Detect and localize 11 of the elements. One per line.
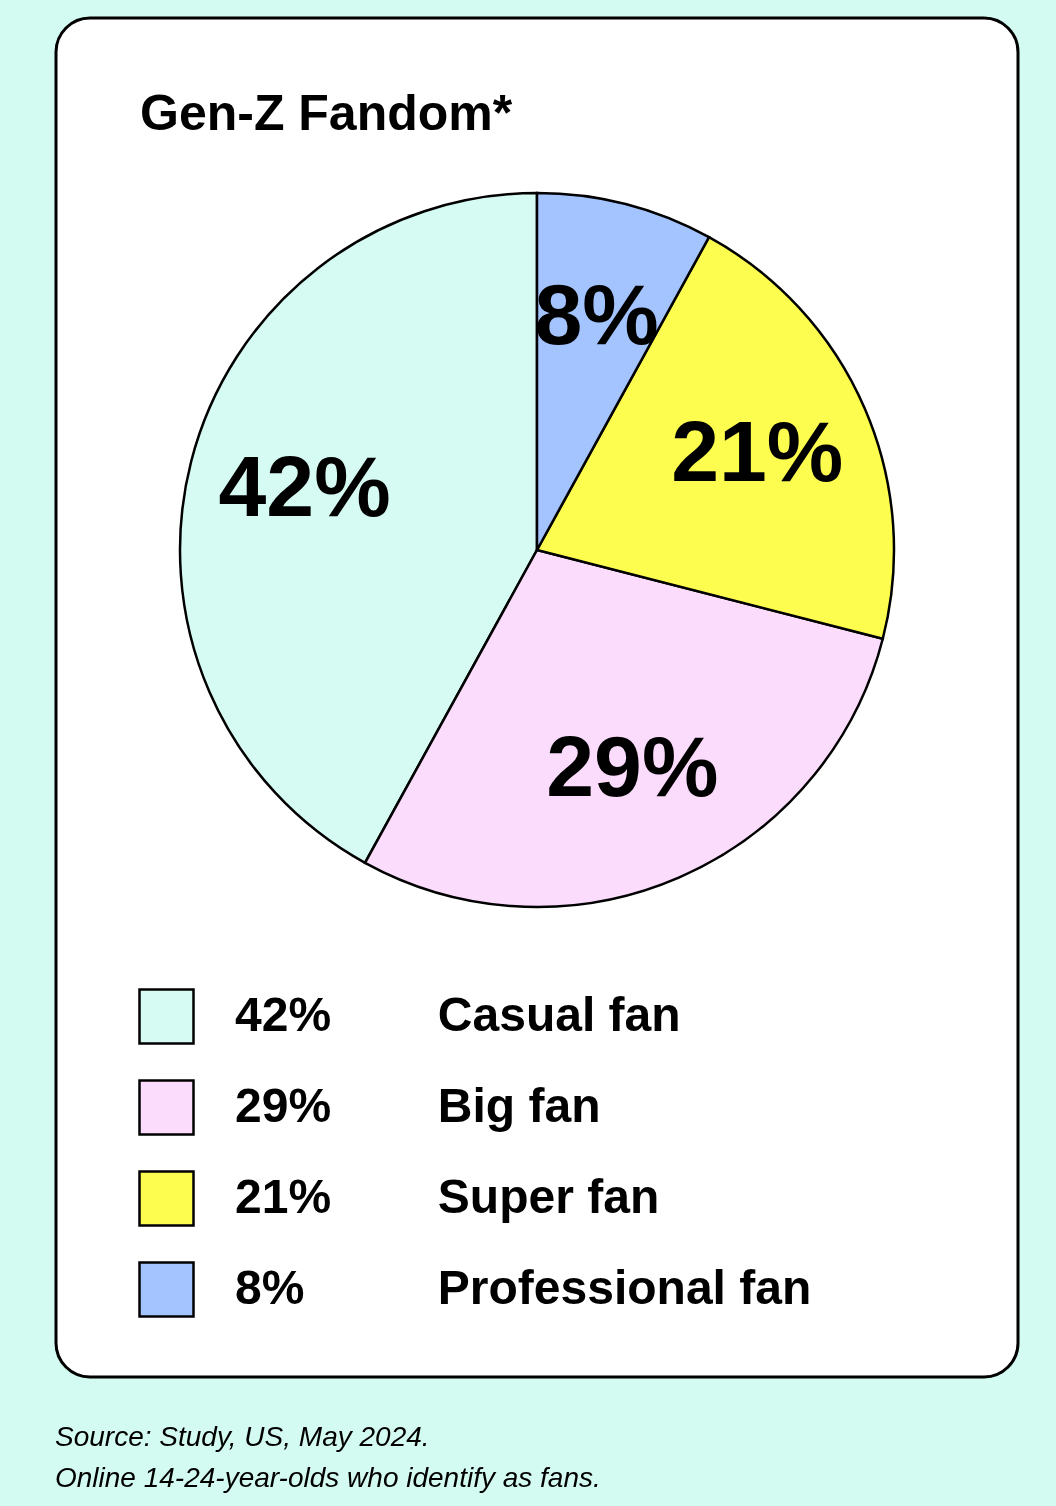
data-label: 42% [218,438,391,535]
data-label: 8% [534,265,659,362]
data-label: 21% [671,402,844,499]
legend-label: 8% Professional fan [235,1260,812,1314]
legend-label: 42% Casual fan [235,987,681,1041]
legend-label: 29% Big fan [235,1078,601,1132]
source-note: Source: Study, US, May 2024. [55,1421,430,1452]
chart-title: Gen-Z Fandom* [140,85,513,141]
legend-label: 21% Super fan [235,1169,660,1223]
data-label: 29% [546,718,719,815]
text: Online 14-24-year-olds who identify as fans. [55,1462,601,1493]
